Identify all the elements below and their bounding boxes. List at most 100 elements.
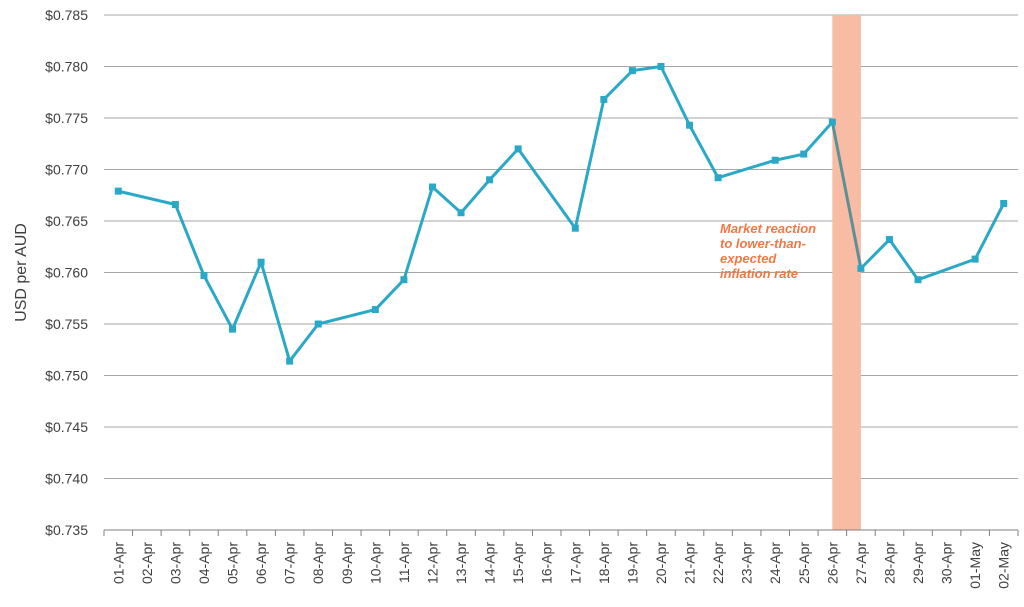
line-segment bbox=[288, 322, 320, 363]
x-tick-label: 22-Apr bbox=[710, 542, 726, 584]
line-segment bbox=[259, 260, 292, 363]
line-segment bbox=[630, 65, 663, 73]
data-point bbox=[286, 357, 294, 365]
data-point bbox=[314, 320, 322, 328]
y-axis: $0.735 $0.740 $0.745 $0.750 $0.755 $0.760 $0.7… bbox=[45, 7, 88, 538]
y-tick-label: $0.765 bbox=[45, 213, 88, 229]
x-tick-label: 24-Apr bbox=[767, 542, 783, 584]
data-point bbox=[171, 201, 179, 209]
x-tick-label: 26-Apr bbox=[824, 542, 840, 584]
x-tick-label: 12-Apr bbox=[424, 542, 440, 584]
line-segment bbox=[802, 120, 834, 156]
data-point bbox=[457, 209, 465, 217]
data-point bbox=[371, 306, 379, 314]
x-tick-label: 13-Apr bbox=[453, 542, 469, 584]
line-segment bbox=[716, 158, 777, 180]
x-tick-label: 04-Apr bbox=[196, 542, 212, 584]
data-point bbox=[514, 145, 522, 153]
annotation-line: inflation rate bbox=[720, 266, 798, 281]
y-tick-label: $0.740 bbox=[45, 471, 88, 487]
data-point bbox=[486, 176, 494, 184]
x-tick-label: 10-Apr bbox=[367, 542, 383, 584]
line-segment bbox=[202, 274, 235, 331]
y-tick-label: $0.780 bbox=[45, 59, 88, 75]
x-tick-label: 01-Apr bbox=[110, 542, 126, 584]
y-tick-label: $0.775 bbox=[45, 110, 88, 126]
line-segment bbox=[773, 152, 806, 162]
x-tick-label: 18-Apr bbox=[596, 542, 612, 584]
x-tick-label: 03-Apr bbox=[167, 542, 183, 584]
x-tick-label: 25-Apr bbox=[796, 542, 812, 584]
data-point bbox=[600, 95, 608, 103]
line-segment bbox=[887, 238, 920, 282]
x-tick-label: 20-Apr bbox=[653, 542, 669, 584]
x-axis bbox=[103, 529, 1019, 536]
gridlines bbox=[104, 14, 1018, 479]
line-segment bbox=[459, 178, 492, 215]
line-segment bbox=[516, 147, 577, 230]
data-point bbox=[400, 276, 408, 284]
x-tick-label: 19-Apr bbox=[624, 542, 640, 584]
data-point bbox=[200, 272, 208, 280]
x-tick-label: 27-Apr bbox=[853, 542, 869, 584]
data-point bbox=[771, 156, 779, 164]
data-point bbox=[800, 150, 808, 158]
x-tick-label: 16-Apr bbox=[539, 542, 555, 584]
x-tick-label: 30-Apr bbox=[939, 542, 955, 584]
series-lines bbox=[116, 65, 1006, 363]
data-point bbox=[828, 118, 836, 126]
line-segment bbox=[659, 65, 692, 127]
line-segment bbox=[688, 123, 720, 180]
line-segment bbox=[402, 185, 434, 282]
line-segment bbox=[231, 260, 263, 331]
data-point bbox=[628, 67, 636, 75]
x-tick-label: 23-Apr bbox=[739, 542, 755, 584]
x-tick-label: 01-May bbox=[967, 542, 983, 589]
x-tick-label: 06-Apr bbox=[253, 542, 269, 584]
y-tick-label: $0.785 bbox=[45, 7, 88, 23]
data-point bbox=[657, 63, 665, 70]
line-segment bbox=[916, 257, 977, 282]
y-tick-label: $0.750 bbox=[45, 368, 88, 384]
data-point bbox=[114, 187, 122, 195]
data-point bbox=[1000, 199, 1008, 207]
y-axis-label: USD per AUD bbox=[13, 223, 30, 322]
line-segment bbox=[116, 189, 177, 207]
line-segment bbox=[602, 69, 634, 101]
data-point bbox=[428, 183, 436, 191]
data-point bbox=[714, 174, 722, 182]
highlight-layer bbox=[832, 15, 861, 530]
annotation-line: expected bbox=[720, 251, 777, 266]
y-tick-label: $0.745 bbox=[45, 419, 88, 435]
y-tick-label: $0.735 bbox=[45, 522, 88, 538]
highlight-band bbox=[832, 15, 861, 530]
line-segment bbox=[373, 278, 406, 312]
data-point bbox=[571, 224, 579, 232]
line-segment bbox=[430, 185, 463, 215]
data-point bbox=[971, 255, 979, 263]
y-tick-label: $0.770 bbox=[45, 162, 88, 178]
x-tick-label: 07-Apr bbox=[282, 542, 298, 584]
line-segment bbox=[859, 238, 891, 270]
x-tick-label: 05-Apr bbox=[225, 542, 241, 584]
data-point bbox=[257, 258, 265, 266]
x-tick-labels: 01-Apr 02-Apr 03-Apr 04-Apr 05-Apr 06-Apr 07-A… bbox=[110, 542, 1011, 589]
annotation-line: Market reaction bbox=[720, 221, 816, 236]
x-tick-label: 02-Apr bbox=[139, 542, 155, 584]
data-point bbox=[857, 264, 865, 272]
x-tick-label: 02-May bbox=[996, 542, 1012, 589]
x-tick-label: 09-Apr bbox=[339, 542, 355, 584]
x-tick-label: 11-Apr bbox=[396, 542, 412, 583]
x-tick-label: 28-Apr bbox=[881, 542, 897, 584]
data-point bbox=[229, 325, 237, 333]
highlight-segment bbox=[830, 120, 863, 270]
data-point bbox=[914, 276, 922, 284]
y-tick-label: $0.755 bbox=[45, 316, 88, 332]
line-segment bbox=[173, 203, 206, 278]
data-point bbox=[686, 121, 694, 129]
x-tick-label: 21-Apr bbox=[682, 542, 698, 584]
x-tick-label: 17-Apr bbox=[567, 542, 583, 584]
data-point bbox=[885, 236, 893, 244]
x-tick-label: 29-Apr bbox=[910, 542, 926, 584]
line-segment bbox=[573, 97, 606, 230]
